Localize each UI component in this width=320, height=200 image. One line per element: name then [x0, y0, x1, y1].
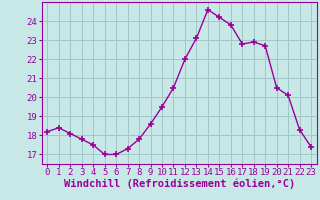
- X-axis label: Windchill (Refroidissement éolien,°C): Windchill (Refroidissement éolien,°C): [64, 179, 295, 189]
